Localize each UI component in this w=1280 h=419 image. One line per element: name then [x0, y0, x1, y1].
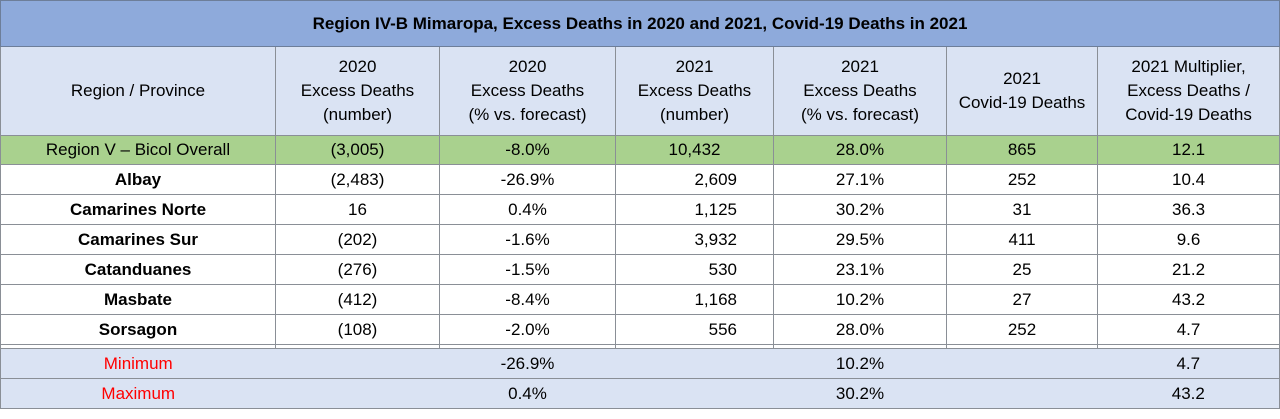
- stat-row-maximum: Maximum 0.4% 30.2% 43.2: [0, 378, 1280, 409]
- cell-multiplier: 10.4: [1096, 164, 1280, 195]
- table-row: Masbate (412) -8.4% 1,168 10.2% 27 43.2: [0, 284, 1280, 315]
- overall-2020-excess-pct: -8.0%: [439, 135, 616, 165]
- cell-multiplier: 9.6: [1096, 224, 1280, 255]
- cell-2020-excess-number: (202): [275, 224, 440, 255]
- cell-province-name: Albay: [0, 164, 276, 195]
- table-row: Camarines Sur (202) -1.6% 3,932 29.5% 411 9.6: [0, 224, 1280, 255]
- cell-2021-excess-number: 1,125: [615, 194, 774, 225]
- cell-2020-excess-pct: -8.4%: [439, 284, 616, 315]
- cell-2021-excess-number: 556: [615, 314, 774, 345]
- cell-multiplier: 4.7: [1096, 314, 1280, 345]
- overall-row: Region V – Bicol Overall (3,005) -8.0% 1…: [0, 135, 1280, 165]
- table-row: Camarines Norte 16 0.4% 1,125 30.2% 31 36.3: [0, 194, 1280, 225]
- cell-province-name: Catanduanes: [0, 254, 276, 285]
- table-title: Region IV-B Mimaropa, Excess Deaths in 2…: [0, 0, 1280, 47]
- cell-province-name: Masbate: [0, 284, 276, 315]
- title-row: Region IV-B Mimaropa, Excess Deaths in 2…: [0, 0, 1280, 47]
- cell-2020-excess-pct: -26.9%: [439, 164, 616, 195]
- cell-2020-excess-number: (276): [275, 254, 440, 285]
- table-row: Sorsagon (108) -2.0% 556 28.0% 252 4.7: [0, 314, 1280, 345]
- col-header-region: Region / Province: [0, 46, 276, 136]
- col-header-2021-excess-pct: 2021 Excess Deaths (% vs. forecast): [773, 46, 947, 136]
- cell-2020-excess-pct: -1.5%: [439, 254, 616, 285]
- cell-multiplier: 21.2: [1096, 254, 1280, 285]
- stat-label: Maximum: [0, 378, 276, 409]
- overall-2020-excess-number: (3,005): [275, 135, 440, 165]
- stat-2021-pct: 10.2%: [773, 348, 947, 379]
- table-row: Albay (2,483) -26.9% 2,609 27.1% 252 10.4: [0, 164, 1280, 195]
- header-row: Region / Province 2020 Excess Deaths (numb…: [0, 46, 1280, 136]
- col-header-2020-excess-pct: 2020 Excess Deaths (% vs. forecast): [439, 46, 616, 136]
- cell-2021-covid-deaths: 411: [946, 224, 1098, 255]
- col-header-2021-excess-number: 2021 Excess Deaths (number): [615, 46, 774, 136]
- cell-2021-excess-pct: 30.2%: [773, 194, 947, 225]
- cell-2021-covid-deaths: 27: [946, 284, 1098, 315]
- cell-2021-excess-number: 3,932: [615, 224, 774, 255]
- cell-province-name: Sorsagon: [0, 314, 276, 345]
- cell-2020-excess-number: (2,483): [275, 164, 440, 195]
- cell-2021-excess-pct: 23.1%: [773, 254, 947, 285]
- stat-multiplier: 4.7: [1097, 348, 1280, 379]
- cell-2021-excess-number: 2,609: [615, 164, 774, 195]
- cell-2021-covid-deaths: 31: [946, 194, 1098, 225]
- col-header-2020-excess-number: 2020 Excess Deaths (number): [275, 46, 440, 136]
- cell-2021-excess-number: 530: [615, 254, 774, 285]
- cell-2020-excess-number: (412): [275, 284, 440, 315]
- col-header-multiplier: 2021 Multiplier, Excess Deaths / Covid-19 …: [1096, 46, 1280, 136]
- overall-multiplier: 12.1: [1096, 135, 1280, 165]
- stat-2020-pct: 0.4%: [439, 378, 616, 409]
- cell-2021-excess-pct: 27.1%: [773, 164, 947, 195]
- stat-2021-pct: 30.2%: [773, 378, 947, 409]
- stat-multiplier: 43.2: [1097, 378, 1280, 409]
- cell-2020-excess-number: 16: [275, 194, 440, 225]
- stat-2020-pct: -26.9%: [439, 348, 616, 379]
- excess-deaths-table: Region IV-B Mimaropa, Excess Deaths in 2…: [0, 0, 1280, 409]
- cell-2021-covid-deaths: 252: [946, 164, 1098, 195]
- stat-label: Minimum: [0, 348, 276, 379]
- cell-2021-excess-pct: 28.0%: [773, 314, 947, 345]
- cell-2021-excess-pct: 29.5%: [773, 224, 947, 255]
- cell-2021-covid-deaths: 25: [946, 254, 1098, 285]
- cell-2020-excess-pct: 0.4%: [439, 194, 616, 225]
- cell-2021-excess-pct: 10.2%: [773, 284, 947, 315]
- cell-province-name: Camarines Norte: [0, 194, 276, 225]
- overall-2021-excess-pct: 28.0%: [773, 135, 947, 165]
- col-header-2021-covid-deaths: 2021 Covid-19 Deaths: [946, 46, 1098, 136]
- cell-multiplier: 36.3: [1096, 194, 1280, 225]
- cell-2020-excess-pct: -2.0%: [439, 314, 616, 345]
- cell-2020-excess-pct: -1.6%: [439, 224, 616, 255]
- cell-2021-excess-number: 1,168: [615, 284, 774, 315]
- cell-multiplier: 43.2: [1096, 284, 1280, 315]
- cell-province-name: Camarines Sur: [0, 224, 276, 255]
- table-row: Catanduanes (276) -1.5% 530 23.1% 25 21.2: [0, 254, 1280, 285]
- overall-2021-excess-number: 10,432: [615, 135, 774, 165]
- cell-2021-covid-deaths: 252: [946, 314, 1098, 345]
- stat-row-minimum: Minimum -26.9% 10.2% 4.7: [0, 348, 1280, 379]
- cell-2020-excess-number: (108): [275, 314, 440, 345]
- overall-region-name: Region V – Bicol Overall: [0, 135, 276, 165]
- overall-2021-covid-deaths: 865: [946, 135, 1098, 165]
